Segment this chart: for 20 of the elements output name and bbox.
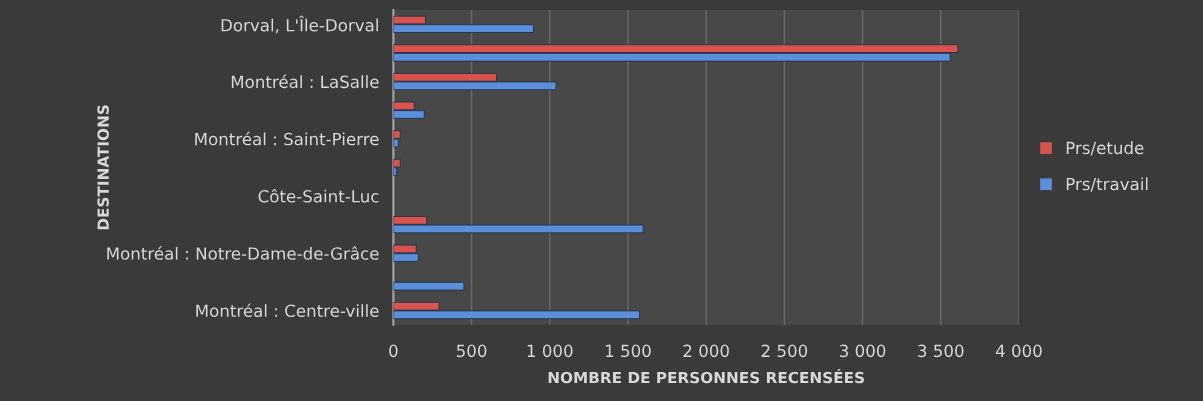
x-tick-label: 3 000 xyxy=(839,344,886,358)
bar xyxy=(393,281,465,291)
x-tick-label: 2 500 xyxy=(761,344,808,358)
y-axis-title: DESTINATIONS xyxy=(97,105,109,230)
x-tick-label: 500 xyxy=(456,344,487,358)
x-tick-label: 2 000 xyxy=(683,344,729,358)
legend-label: Prs/travail xyxy=(1066,177,1148,192)
x-tick-label: 0 xyxy=(389,344,398,358)
y-tick-label: Montréal : Saint-Pierre xyxy=(195,131,379,146)
y-tick-label: Côte-Saint-Luc xyxy=(258,189,379,203)
x-tick-label: 4 000 xyxy=(995,344,1042,358)
x-axis-title: NOMBRE DE PERSONNES RECENSÉES xyxy=(548,368,864,384)
y-tick-label: Montréal : Centre-ville xyxy=(196,303,379,318)
x-tick-label: 3 500 xyxy=(918,344,964,358)
y-tick-label: Montréal : Notre-Dame-de-Grâce xyxy=(107,246,379,260)
y-tick-label: Dorval, L'Île-Dorval xyxy=(221,15,378,34)
legend-label: Prs/etude xyxy=(1066,141,1144,156)
y-tick-label: Montréal : LaSalle xyxy=(231,74,379,89)
x-tick-label: 1 000 xyxy=(527,344,573,358)
x-tick-label: 1 500 xyxy=(605,344,651,358)
